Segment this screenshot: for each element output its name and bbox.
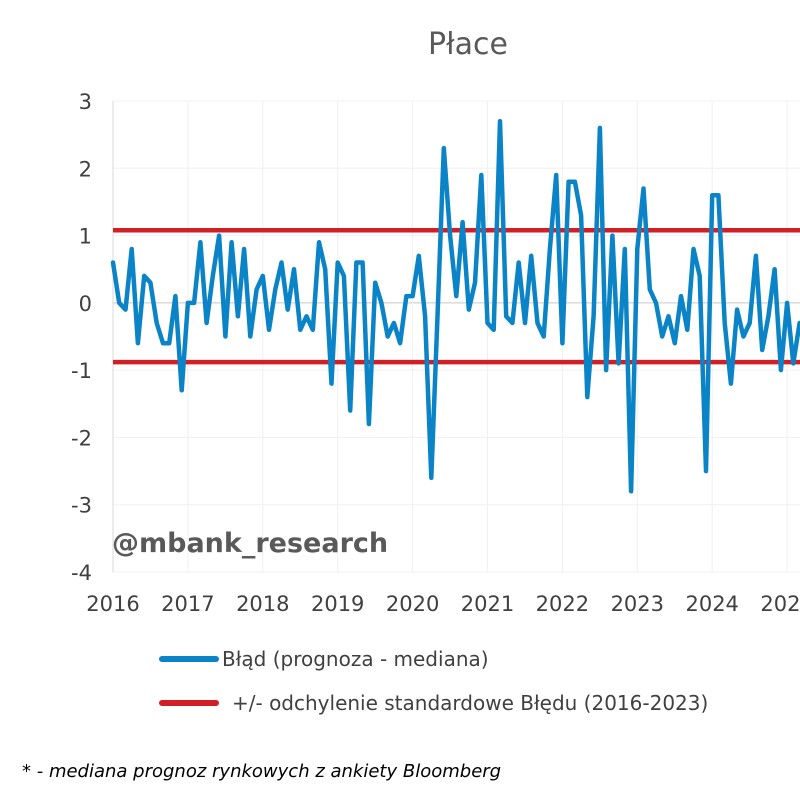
error-series [110,118,800,494]
x-tick-label: 2019 [311,592,364,616]
x-tick-label: 2025 [760,592,800,616]
y-tick-label: -3 [71,494,92,518]
legend-label-stddev: +/- odchylenie standardowe Błędu (2016-2… [232,691,708,715]
y-tick-label: 2 [79,157,92,181]
x-tick-label: 2023 [611,592,664,616]
y-tick-label: -1 [71,359,92,383]
x-tick-label: 2018 [236,592,289,616]
axes: 3 2 1 0 -1 -2 -3 -4 2016 2017 2018 2019 2020 2021 2022… [71,90,800,616]
legend: Błąd (prognoza - mediana) +/- odchylenie… [159,647,708,715]
y-tick-label: -2 [71,426,92,450]
x-tick-label: 2022 [536,592,589,616]
y-tick-label: 0 [79,292,92,316]
error-line [110,118,800,494]
gridlines [112,100,800,573]
x-tick-label: 2017 [161,592,214,616]
y-tick-label: -4 [71,561,92,585]
x-tick-label: 2021 [461,592,514,616]
legend-label-error: Błąd (prognoza - mediana) [222,647,489,671]
y-tick-label: 3 [79,90,92,114]
y-tick-label: 1 [79,225,92,249]
x-tick-label: 2020 [386,592,439,616]
watermark: @mbank_research [112,528,388,559]
std-dev-bands [113,227,800,365]
x-tick-label: 2024 [685,592,738,616]
footnote: * - mediana prognoz rynkowych z ankiety … [22,761,501,782]
chart-title: Płace [428,27,508,62]
x-tick-label: 2016 [86,592,139,616]
